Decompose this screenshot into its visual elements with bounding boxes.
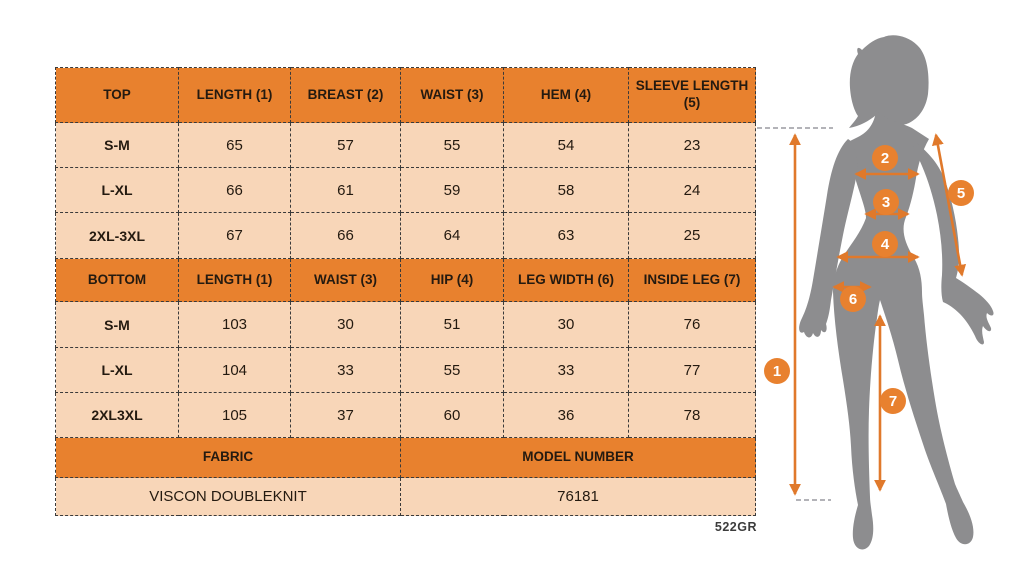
size-label-cell: L-XL	[55, 167, 179, 213]
value-cell: 24	[628, 167, 756, 213]
size-label-cell: L-XL	[55, 347, 179, 393]
size-label-cell: S-M	[55, 301, 179, 348]
value-cell: 105	[178, 392, 291, 438]
header-cell-hem: HEM (4)	[503, 67, 629, 123]
size-label-cell: S-M	[55, 122, 179, 168]
table-row: L-XL 66 61 59 58 24	[55, 167, 756, 213]
header-cell-length: LENGTH (1)	[178, 67, 291, 123]
woman-silhouette-body	[833, 110, 974, 550]
value-cell: 57	[290, 122, 401, 168]
top-header-row: TOP LENGTH (1) BREAST (2) WAIST (3) HEM …	[55, 67, 756, 123]
header-cell-bottom: BOTTOM	[55, 258, 179, 302]
value-cell: 66	[290, 212, 401, 259]
value-cell: 30	[290, 301, 401, 348]
value-cell: 78	[628, 392, 756, 438]
header-cell-inside-leg: INSIDE LEG (7)	[628, 258, 756, 302]
measurement-marker-7: 7	[880, 388, 906, 414]
value-cell: 67	[178, 212, 291, 259]
value-cell: 51	[400, 301, 504, 348]
fabric-value-cell: VISCON DOUBLEKNIT	[55, 477, 401, 516]
value-cell: 66	[178, 167, 291, 213]
header-cell-length: LENGTH (1)	[178, 258, 291, 302]
value-cell: 76	[628, 301, 756, 348]
footer-value-row: VISCON DOUBLEKNIT 76181	[55, 477, 756, 516]
value-cell: 60	[400, 392, 504, 438]
footer-header-row: FABRIC MODEL NUMBER	[55, 437, 756, 478]
value-cell: 104	[178, 347, 291, 393]
measurement-marker-3: 3	[873, 189, 899, 215]
table-row: 2XL3XL 105 37 60 36 78	[55, 392, 756, 438]
value-cell: 59	[400, 167, 504, 213]
table-row: 2XL-3XL 67 66 64 63 25	[55, 212, 756, 259]
bottom-header-row: BOTTOM LENGTH (1) WAIST (3) HIP (4) LEG …	[55, 258, 756, 302]
header-cell-waist: WAIST (3)	[290, 258, 401, 302]
header-cell-sleeve-length: SLEEVE LENGTH (5)	[628, 67, 756, 123]
value-cell: 37	[290, 392, 401, 438]
value-cell: 64	[400, 212, 504, 259]
value-cell: 77	[628, 347, 756, 393]
value-cell: 36	[503, 392, 629, 438]
value-cell: 25	[628, 212, 756, 259]
value-cell: 30	[503, 301, 629, 348]
size-label-cell: 2XL3XL	[55, 392, 179, 438]
model-number-header-cell: MODEL NUMBER	[400, 437, 756, 478]
value-cell: 54	[503, 122, 629, 168]
value-cell: 61	[290, 167, 401, 213]
fabric-header-cell: FABRIC	[55, 437, 401, 478]
header-cell-waist: WAIST (3)	[400, 67, 504, 123]
value-cell: 103	[178, 301, 291, 348]
size-chart-table: TOP LENGTH (1) BREAST (2) WAIST (3) HEM …	[55, 67, 756, 516]
value-cell: 33	[290, 347, 401, 393]
measurement-marker-6: 6	[840, 286, 866, 312]
table-row: L-XL 104 33 55 33 77	[55, 347, 756, 393]
header-cell-hip: HIP (4)	[400, 258, 504, 302]
header-cell-breast: BREAST (2)	[290, 67, 401, 123]
woman-silhouette-head	[849, 35, 929, 129]
value-cell: 55	[400, 122, 504, 168]
table-row: S-M 65 57 55 54 23	[55, 122, 756, 168]
table-row: S-M 103 30 51 30 76	[55, 301, 756, 348]
value-cell: 63	[503, 212, 629, 259]
woman-silhouette-right-arm	[912, 140, 994, 345]
value-cell: 58	[503, 167, 629, 213]
measurement-marker-5: 5	[948, 180, 974, 206]
product-code: 522GR	[714, 520, 757, 534]
value-cell: 65	[178, 122, 291, 168]
header-cell-leg-width: LEG WIDTH (6)	[503, 258, 629, 302]
measurement-marker-4: 4	[872, 231, 898, 257]
measurement-marker-2: 2	[872, 145, 898, 171]
value-cell: 33	[503, 347, 629, 393]
value-cell: 23	[628, 122, 756, 168]
measurement-marker-1: 1	[764, 358, 790, 384]
size-label-cell: 2XL-3XL	[55, 212, 179, 259]
value-cell: 55	[400, 347, 504, 393]
model-number-value-cell: 76181	[400, 477, 756, 516]
header-cell-top: TOP	[55, 67, 179, 123]
